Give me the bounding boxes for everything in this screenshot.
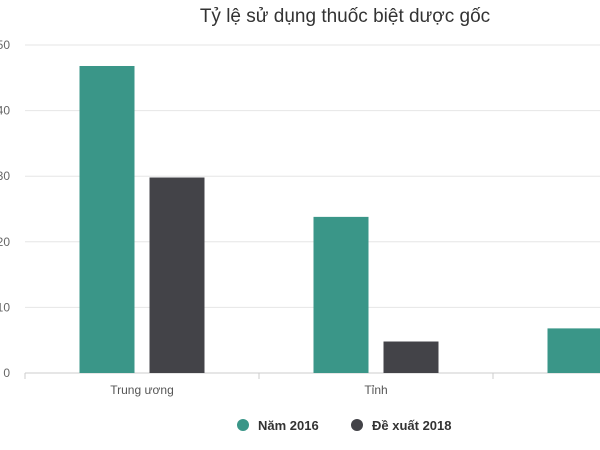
y-tick-label: 0 bbox=[3, 366, 10, 380]
legend[interactable]: Năm 2016 Đề xuất 2018 bbox=[237, 418, 452, 433]
legend-item[interactable]: Đề xuất 2018 bbox=[351, 418, 452, 433]
bar[interactable] bbox=[313, 216, 369, 373]
legend-swatch bbox=[237, 419, 249, 431]
legend-label: Năm 2016 bbox=[258, 418, 319, 433]
x-tick-label: Tỉnh bbox=[364, 383, 387, 397]
x-tick-label: Trung ương bbox=[110, 383, 174, 397]
bar[interactable] bbox=[547, 328, 600, 373]
y-axis: 0 10 20 30 40 50 bbox=[0, 38, 10, 380]
bar[interactable] bbox=[149, 177, 205, 373]
y-tick-label: 20 bbox=[0, 235, 10, 249]
y-tick-label: 40 bbox=[0, 104, 10, 118]
legend-label: Đề xuất 2018 bbox=[372, 418, 452, 433]
bars bbox=[79, 65, 600, 373]
y-tick-label: 30 bbox=[0, 169, 10, 183]
bar[interactable] bbox=[79, 65, 135, 373]
x-axis: Trung ươngTỉnhH bbox=[24, 373, 494, 397]
legend-swatch bbox=[351, 419, 363, 431]
chart-title: Tỷ lệ sử dụng thuốc biệt dược gốc bbox=[200, 6, 490, 27]
y-tick-label: 10 bbox=[0, 300, 10, 314]
y-tick-label: 50 bbox=[0, 38, 10, 52]
legend-item[interactable]: Năm 2016 bbox=[237, 418, 319, 433]
bar[interactable] bbox=[383, 341, 439, 373]
